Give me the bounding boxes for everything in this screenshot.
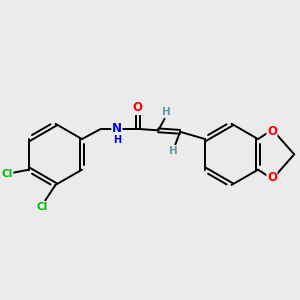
Text: H: H [113,135,122,145]
Text: Cl: Cl [2,169,13,179]
Text: H: H [162,107,171,117]
Text: O: O [267,171,277,184]
Text: N: N [112,122,122,135]
Text: H: H [169,146,178,156]
Text: Cl: Cl [37,202,48,212]
Text: O: O [133,101,143,114]
Text: O: O [267,124,277,138]
